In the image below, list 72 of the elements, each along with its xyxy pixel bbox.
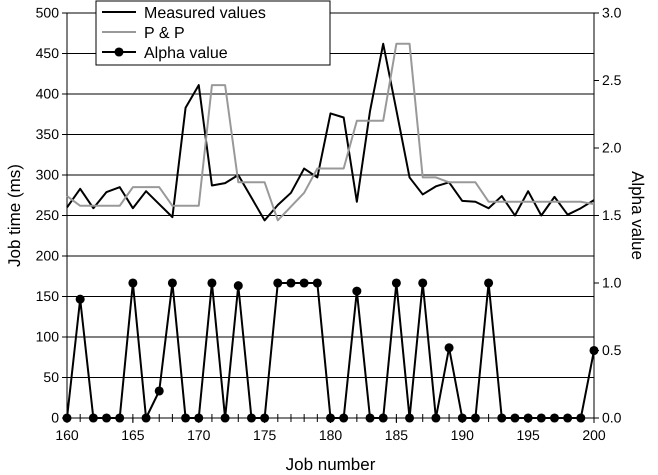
point: [378, 413, 388, 423]
y2-axis-title: Alpha value: [628, 171, 647, 260]
y-tick-label: 450: [36, 44, 60, 61]
legend-label: Alpha value: [144, 45, 228, 62]
x-tick-label: 200: [582, 427, 606, 443]
point: [366, 413, 375, 423]
point: [168, 278, 177, 288]
x-tick-label: 165: [121, 427, 145, 443]
point: [142, 413, 151, 423]
point: [458, 413, 467, 423]
point: [220, 413, 230, 423]
point: [207, 278, 216, 288]
point: [260, 413, 270, 423]
point: [550, 413, 559, 423]
y-tick-label: 50: [43, 368, 60, 385]
point: [154, 386, 164, 396]
point: [128, 278, 138, 288]
x-tick-label: 195: [516, 427, 540, 443]
x-tick-label: 175: [252, 427, 277, 443]
point: [444, 343, 454, 352]
y-tick-label: 250: [36, 206, 60, 223]
y2-tick-label: 0.5: [602, 342, 622, 358]
point: [484, 278, 494, 288]
point: [339, 413, 348, 423]
y-tick-label: 350: [36, 126, 60, 142]
x-tick-label: 185: [384, 427, 408, 443]
point: [326, 413, 336, 423]
point: [246, 413, 256, 423]
point: [497, 413, 506, 423]
point: [181, 413, 190, 423]
point: [88, 413, 98, 423]
point: [536, 413, 546, 423]
y-tick-label: 100: [36, 328, 60, 344]
point: [300, 278, 309, 288]
y-tick-label: 0: [51, 409, 60, 426]
point: [431, 413, 440, 423]
point: [405, 413, 414, 423]
x-tick-label: 160: [55, 427, 79, 443]
point: [76, 294, 85, 304]
point: [352, 286, 362, 296]
point: [286, 278, 296, 288]
legend-label: Measured values: [144, 5, 266, 22]
x-axis-title: Job number: [286, 455, 376, 474]
y-tick-label: 300: [36, 166, 60, 182]
y-tick-label: 150: [36, 288, 60, 304]
y2-tick-label: 0.0: [602, 409, 622, 426]
y-axis-title: Job time (ms): [5, 164, 24, 267]
y-tick-label: 500: [36, 4, 60, 20]
y2-tick-label: 3.0: [602, 4, 622, 20]
point: [418, 278, 428, 288]
x-tick-label: 170: [187, 427, 211, 443]
point: [115, 413, 124, 423]
point: [273, 278, 282, 288]
point: [194, 413, 204, 423]
y2-tick-label: 1.0: [602, 274, 622, 290]
point: [312, 278, 322, 288]
y-tick-label: 200: [36, 247, 60, 264]
point: [392, 278, 401, 288]
y-tick-label: 400: [36, 85, 60, 102]
point: [563, 413, 572, 423]
point: [234, 281, 243, 290]
point: [524, 413, 533, 423]
x-tick-label: 180: [318, 427, 342, 443]
legend-label: P & P: [144, 25, 185, 42]
y2-tick-label: 2.5: [602, 72, 622, 88]
point: [470, 413, 480, 423]
y2-tick-label: 2.0: [602, 139, 622, 156]
point: [576, 413, 586, 423]
x-tick-label: 190: [450, 427, 474, 443]
y2-tick-label: 1.5: [602, 206, 622, 223]
point: [510, 413, 520, 423]
point: [102, 413, 112, 423]
